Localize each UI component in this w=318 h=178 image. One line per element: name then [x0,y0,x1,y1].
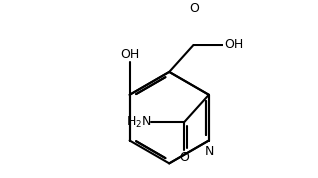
Text: H$_2$N: H$_2$N [126,114,151,130]
Text: N: N [205,145,214,158]
Text: O: O [189,2,199,15]
Text: OH: OH [120,48,139,61]
Text: OH: OH [224,38,243,51]
Text: O: O [179,151,189,164]
